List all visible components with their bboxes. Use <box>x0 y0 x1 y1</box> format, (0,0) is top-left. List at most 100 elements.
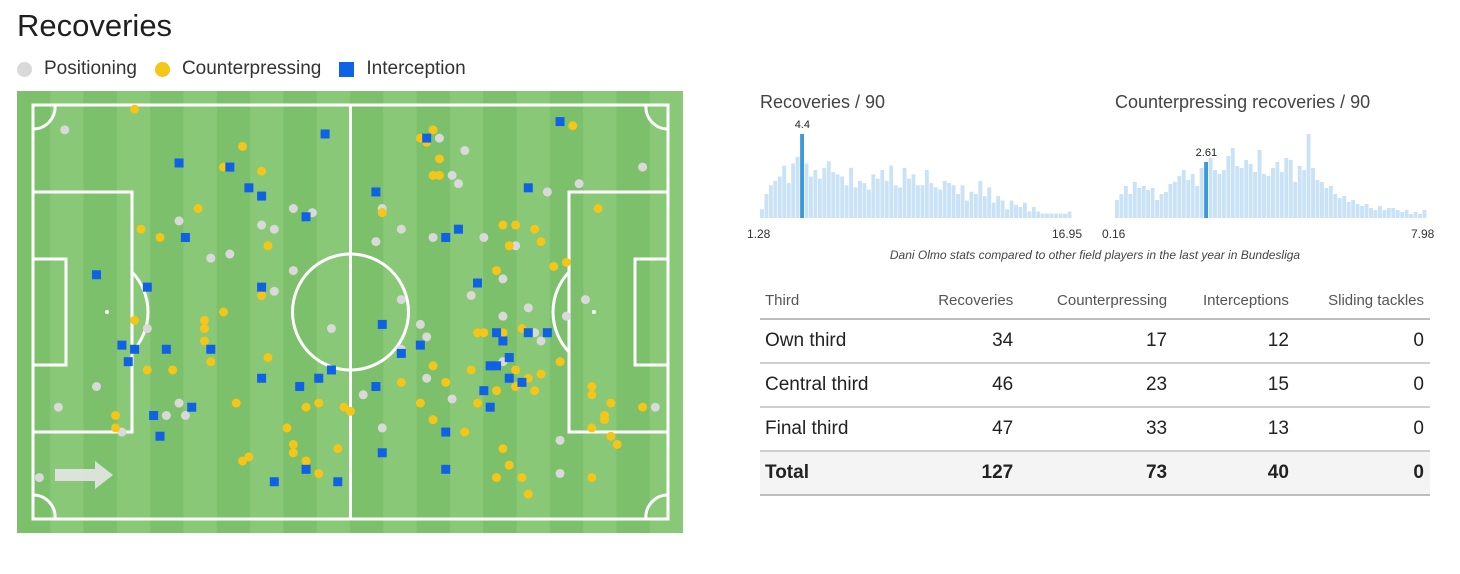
interception-point <box>415 340 425 350</box>
positioning-point <box>523 303 533 313</box>
interception-point <box>257 373 267 383</box>
interception-point <box>161 344 171 354</box>
positioning-point <box>498 311 508 321</box>
histogram-bar <box>1409 214 1414 218</box>
positioning-point <box>269 224 279 234</box>
histogram-title-counterpressing: Counterpressing recoveries / 90 <box>1115 92 1371 112</box>
positioning-point <box>466 290 476 300</box>
column-header: Sliding tackles <box>1294 282 1430 320</box>
counterpressing-point <box>492 473 502 483</box>
table-cell: 0 <box>1294 407 1430 452</box>
histogram-bar <box>1306 134 1311 218</box>
counterpressing-point <box>346 406 355 416</box>
histogram-max-label: 16.95 <box>1052 227 1083 241</box>
interception-point <box>371 382 381 392</box>
table-cell: 0 <box>1294 363 1430 408</box>
interception-point <box>555 117 565 127</box>
counterpressing-point <box>314 398 324 408</box>
histogram-bar <box>1320 182 1324 218</box>
histogram-bar <box>1400 212 1405 218</box>
recoveries-table: Third Recoveries Counterpressing Interce… <box>760 282 1430 496</box>
histogram-bar <box>1168 184 1173 218</box>
counterpressing-point <box>504 241 514 251</box>
histogram-bar-highlight <box>1204 162 1208 218</box>
counterpressing-point <box>587 423 597 433</box>
histogram-bar <box>817 178 822 218</box>
positioning-point <box>377 423 387 433</box>
positioning-dot-icon <box>17 61 32 77</box>
interception-point <box>479 386 489 396</box>
histogram-bar <box>907 178 911 218</box>
histogram-bar <box>978 180 983 218</box>
histogram-bar <box>1328 186 1333 218</box>
interception-point <box>492 328 502 338</box>
table-cell: 23 <box>1019 363 1174 408</box>
histogram-bar <box>826 161 831 218</box>
counterpressing-point <box>498 444 508 454</box>
counterpressing-point <box>257 290 267 300</box>
counterpressing-point <box>536 369 546 379</box>
histogram-bar <box>1360 206 1364 218</box>
histogram-bar <box>777 176 782 218</box>
positioning-point <box>498 274 508 284</box>
histogram-bar <box>1342 196 1347 218</box>
table-cell: 15 <box>1173 363 1295 408</box>
table-cell: 47 <box>911 407 1020 452</box>
positioning-point <box>555 468 565 478</box>
table-cell: 33 <box>1019 407 1174 452</box>
histogram-bar <box>764 194 769 218</box>
counterpressing-point <box>301 402 311 412</box>
table-total-row: Total 127 73 40 0 <box>760 451 1430 496</box>
positioning-point <box>288 266 298 276</box>
counterpressing-point <box>530 386 540 396</box>
interception-point <box>422 133 432 143</box>
histogram-bar <box>1137 188 1142 218</box>
positioning-point <box>371 237 381 247</box>
counterpressing-point <box>473 328 482 338</box>
histogram-bar <box>849 167 853 218</box>
counterpressing-point <box>288 439 298 449</box>
positioning-point <box>447 170 457 180</box>
right-goal-area <box>633 257 670 367</box>
positioning-point <box>542 187 552 197</box>
corner-arc <box>644 104 669 131</box>
table-row: Own third 34 17 12 0 <box>760 319 1430 364</box>
positioning-point <box>206 253 216 263</box>
interception-point <box>542 328 552 338</box>
histogram-bar <box>1346 202 1351 218</box>
interception-point <box>301 212 311 222</box>
histogram-bar <box>1190 174 1195 218</box>
histogram-bar <box>1395 210 1400 218</box>
counterpressing-point <box>587 382 597 392</box>
counterpressing-point <box>219 307 228 317</box>
left-penalty-arc <box>130 270 150 354</box>
counterpressing-point <box>111 411 121 420</box>
histogram-bar <box>973 194 978 218</box>
histogram-bar <box>911 174 916 218</box>
interception-point <box>441 232 451 242</box>
histogram-bar <box>884 180 889 218</box>
histogram-bar <box>1311 168 1315 218</box>
histogram-bar <box>942 180 947 218</box>
histogram-bar <box>1230 148 1235 218</box>
histogram-bar <box>1244 160 1249 218</box>
histogram-bar <box>1315 180 1320 218</box>
interception-point <box>180 232 190 242</box>
histogram-bar <box>1159 194 1164 218</box>
interception-point <box>523 183 533 193</box>
histogram-bar <box>1155 200 1159 218</box>
histogram-bar <box>1195 186 1200 218</box>
histogram-bar-highlight <box>800 134 804 218</box>
histogram-bar <box>991 202 996 218</box>
positioning-point <box>536 336 546 346</box>
histogram-bar <box>880 170 885 218</box>
histogram-bar <box>844 185 849 218</box>
counterpressing-point <box>199 336 209 346</box>
table-cell: Final third <box>760 407 912 452</box>
histogram-bar <box>1164 192 1168 218</box>
counterpressing-point <box>238 141 248 151</box>
counterpressing-point <box>263 353 273 363</box>
histogram-bar <box>1373 210 1378 218</box>
counterpressing-point <box>130 104 140 114</box>
counterpressing-point <box>415 398 425 408</box>
